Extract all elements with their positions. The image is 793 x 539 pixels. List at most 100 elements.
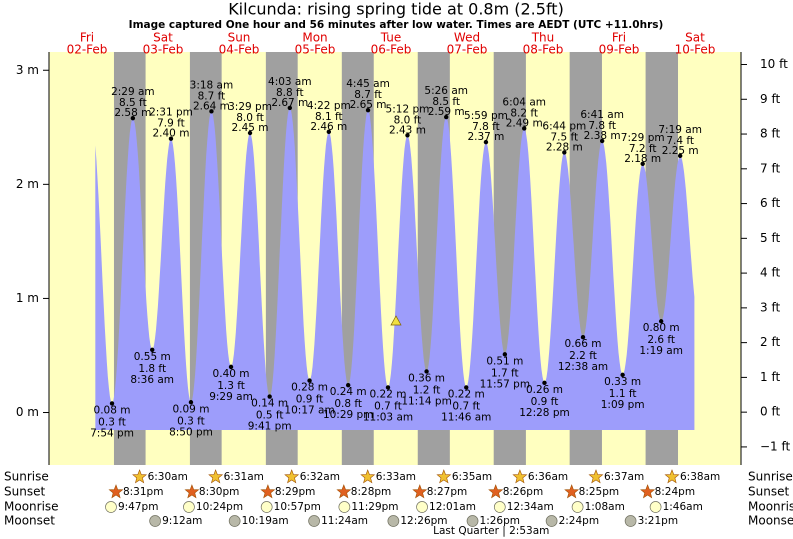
tide-label: 3:29 pm (228, 101, 272, 113)
tide-label: 0.24 m (330, 386, 367, 398)
sun-icon (512, 469, 528, 484)
row-label: Moonset (4, 514, 55, 528)
tide-extreme (287, 105, 293, 111)
tide-extreme (405, 133, 410, 138)
tide-label: 2:31 pm (149, 107, 193, 119)
tide-label: 2.25 m (662, 145, 699, 157)
day-date: 04-Feb (219, 43, 260, 57)
tide-extreme (424, 369, 429, 374)
tide-label: 0.8 ft (334, 398, 362, 410)
tide-label: 9:29 am (209, 391, 253, 403)
day-date: 08-Feb (523, 43, 564, 57)
tide-label: 6:44 pm (542, 120, 586, 132)
tide-label: 2.59 m (428, 106, 465, 118)
tide-label: 2.46 m (310, 121, 347, 133)
moonrise-icon (338, 501, 351, 513)
tide-label: 2.40 m (152, 128, 189, 140)
row-label: Moonrise (748, 500, 793, 514)
tide-label: 0.09 m (172, 403, 209, 415)
moonrise-time: 12:34am (507, 501, 554, 513)
tide-label: 0.36 m (408, 372, 445, 384)
sun-icon (360, 469, 376, 484)
sunrise-time: 6:37am (604, 471, 644, 483)
tide-label: 0.08 m (94, 404, 131, 416)
tide-extreme (130, 115, 136, 121)
sun-icon (564, 484, 580, 499)
sun-icon (336, 484, 352, 499)
tide-label: 4:45 am (346, 78, 390, 90)
y2-tick-label: 0 ft (760, 405, 780, 419)
tide-extreme (109, 401, 115, 406)
tide-extreme (307, 378, 312, 383)
tide-label: 8.2 ft (510, 107, 538, 119)
moonset-time: 2:24pm (559, 515, 599, 527)
tide-label: 0.3 ft (177, 415, 205, 427)
sunrise-time: 6:32am (300, 471, 340, 483)
tide-label: 0.14 m (251, 398, 288, 410)
row-label: Moonset (748, 514, 793, 528)
sun-icon (640, 484, 656, 499)
tide-label: 5:59 pm (464, 110, 508, 122)
tide-label: 7.9 ft (157, 118, 185, 130)
y-tick-label: 2 m (16, 177, 39, 191)
sunrise-time: 6:33am (376, 471, 416, 483)
tide-label: 0.66 m (565, 338, 602, 350)
tide-extreme (345, 382, 351, 388)
sun-icon (208, 469, 224, 484)
tide-label: 0.7 ft (374, 400, 402, 412)
y2-tick-label: 7 ft (760, 161, 780, 175)
y-tick-label: 3 m (16, 63, 39, 77)
day-name: Wed (454, 31, 480, 45)
day-date: 09-Feb (599, 43, 640, 57)
tide-extreme (562, 150, 567, 155)
day-date: 07-Feb (447, 43, 488, 57)
day-name: Sat (685, 31, 705, 45)
tide-label: 7:19 am (658, 124, 702, 136)
tide-label: 2.45 m (232, 122, 269, 134)
sun-icon (664, 469, 680, 484)
sun-icon (132, 469, 148, 484)
tide-label: 2.65 m (350, 99, 387, 111)
moonrise-time: 1:46am (663, 501, 703, 513)
tide-label: 5:26 am (424, 85, 468, 97)
moonrise-icon (183, 501, 195, 513)
sunrise-time: 6:38am (680, 471, 720, 483)
tide-extreme (209, 109, 214, 114)
moonrise-time: 10:57pm (274, 501, 321, 513)
tide-label: 5:12 pm (386, 103, 430, 115)
tide-label: 12:28 pm (519, 407, 570, 419)
moonset-time: 10:19am (242, 515, 289, 527)
moonset-icon (228, 515, 241, 527)
tide-extreme (640, 161, 645, 167)
sunset-time: 8:28pm (351, 486, 391, 498)
tide-label: 10:17 am (284, 405, 334, 417)
sunrise-time: 6:35am (452, 471, 492, 483)
moonset-icon (466, 515, 479, 527)
tide-label: 11:14 pm (401, 395, 452, 407)
tide-label: 1.7 ft (491, 367, 519, 379)
tide-label: 2.58 m (114, 107, 151, 119)
y2-tick-label: 10 ft (760, 57, 788, 71)
moonrise-icon (493, 501, 506, 513)
tide-label: 8:36 am (130, 374, 174, 386)
moonset-time: 1:26pm (480, 515, 520, 527)
tide-label: 7.4 ft (666, 135, 694, 147)
tide-label: 7:29 pm (621, 132, 665, 144)
day-name: Sun (228, 31, 251, 45)
moonrise-time: 9:47pm (118, 501, 158, 513)
tide-label: 0.55 m (134, 351, 171, 363)
tide-label: 1:19 am (639, 345, 683, 357)
tide-label: 8:50 pm (169, 426, 213, 438)
moonset-time: 9:12am (162, 515, 202, 527)
tide-extreme (385, 385, 391, 390)
tide-label: 6:41 am (580, 109, 624, 121)
tide-label: 0.26 m (526, 384, 563, 396)
tide-label: 0.9 ft (296, 394, 324, 406)
tide-label: 0.40 m (213, 368, 250, 380)
tide-extreme (444, 114, 449, 120)
tide-label: 8.7 ft (198, 90, 226, 102)
current-tide-marker (390, 315, 402, 326)
moonrise-icon (416, 501, 428, 513)
sun-icon (436, 469, 452, 484)
moonset-icon (308, 515, 320, 527)
